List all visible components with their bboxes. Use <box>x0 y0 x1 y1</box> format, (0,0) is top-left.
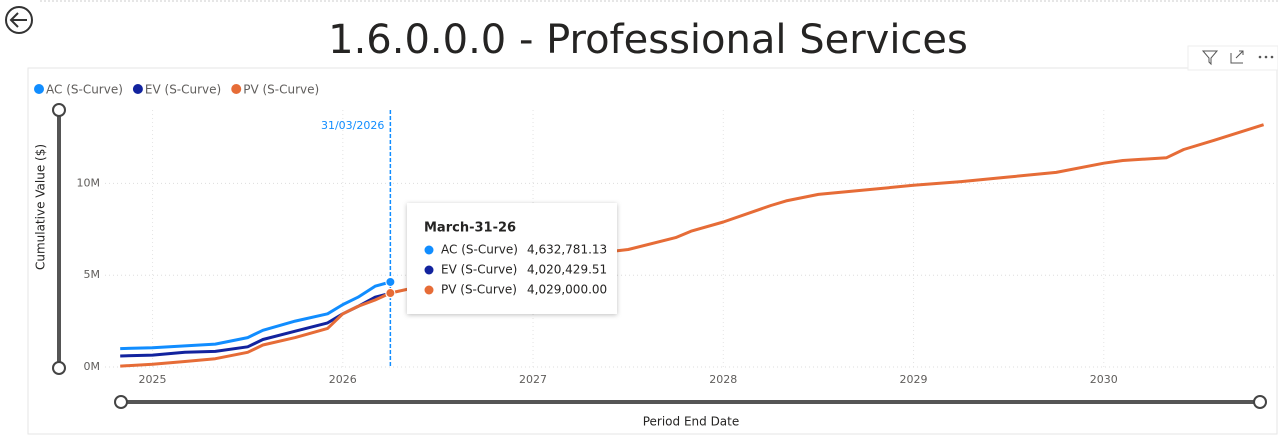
x-tick-label: 2027 <box>519 373 547 386</box>
legend-label: PV (S-Curve) <box>243 83 319 97</box>
tooltip-series: AC (S-Curve) <box>441 243 518 257</box>
y-axis-title: Cumulative Value ($) <box>34 144 48 270</box>
x-tick-label: 2030 <box>1090 373 1118 386</box>
tooltip-series: EV (S-Curve) <box>441 263 517 277</box>
x-tick-label: 2026 <box>329 373 357 386</box>
series-line <box>120 123 1265 368</box>
tooltip: March-31-26 AC (S-Curve) 4,632,781.13 EV (S… <box>407 203 617 314</box>
tooltip-marker <box>424 245 434 255</box>
filter-icon[interactable] <box>1201 50 1219 66</box>
x-axis-title: Period End Date <box>643 415 740 429</box>
y-tick-label: 0M <box>84 360 101 373</box>
tooltip-value: 4,020,429.51 <box>527 263 607 277</box>
focus-icon[interactable] <box>1230 50 1244 64</box>
legend-label: AC (S-Curve) <box>46 83 123 97</box>
hover-point <box>385 276 396 287</box>
y-slider[interactable] <box>52 103 66 375</box>
back-button[interactable] <box>5 6 33 34</box>
tooltip-value: 4,632,781.13 <box>527 243 607 257</box>
x-tick-label: 2028 <box>709 373 737 386</box>
tooltip-title: March-31-26 <box>424 221 516 236</box>
tooltip-marker <box>424 265 434 275</box>
more-icon[interactable] <box>1258 55 1274 59</box>
visual-header <box>1187 45 1278 71</box>
x-slider[interactable] <box>114 395 1267 409</box>
x-tick-label: 2025 <box>139 373 167 386</box>
visual-border <box>27 67 1278 435</box>
y-tick-label: 5M <box>84 268 101 281</box>
tooltip-value: 4,029,000.00 <box>527 283 607 297</box>
legend-label: EV (S-Curve) <box>145 83 221 97</box>
tooltip-marker <box>424 285 434 295</box>
hover-point <box>385 288 396 299</box>
legend-marker <box>231 84 242 94</box>
y-tick-label: 10M <box>77 176 101 189</box>
reference-label: 31/03/2026 <box>321 119 384 132</box>
legend-marker <box>34 84 44 94</box>
tooltip-series: PV (S-Curve) <box>441 283 517 297</box>
legend-marker <box>132 84 143 94</box>
tooltip-box <box>407 203 617 314</box>
page-title: 1.6.0.0.0 - Professional Services <box>328 17 968 63</box>
x-tick-label: 2029 <box>900 373 928 386</box>
series-line <box>120 280 391 351</box>
